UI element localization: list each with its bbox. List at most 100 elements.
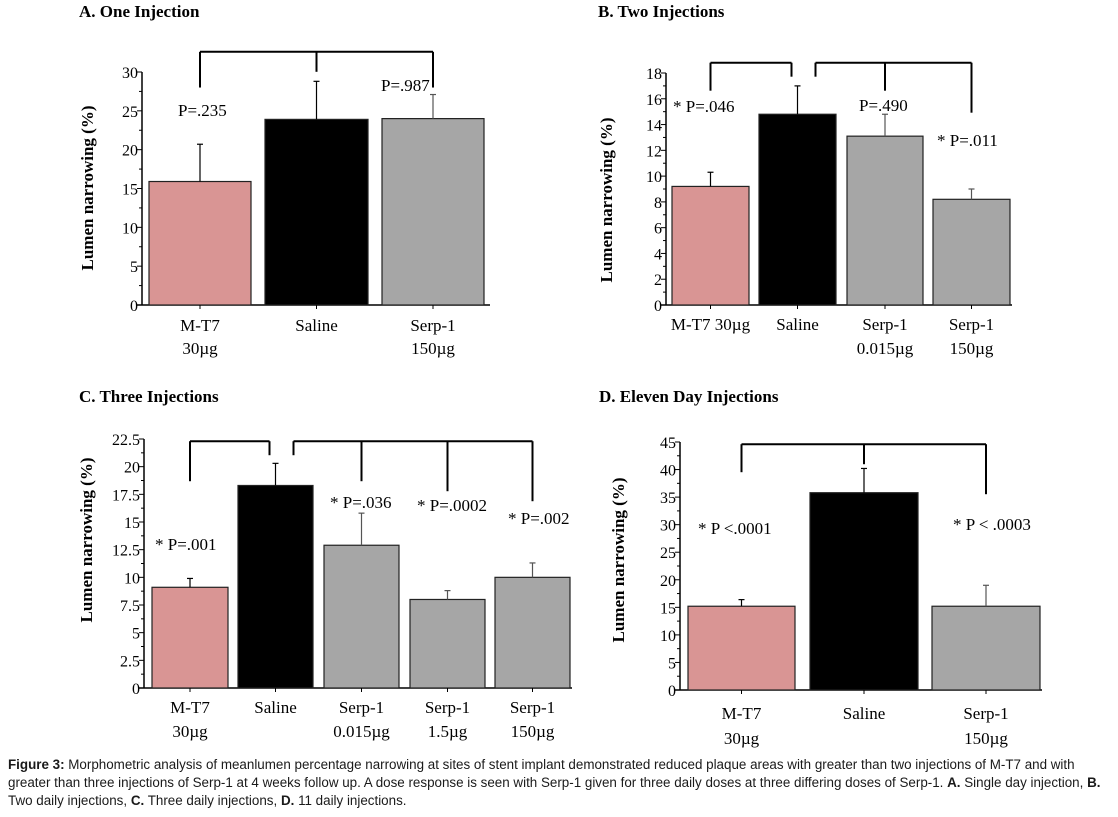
panel-a-y-tick-label: 30	[122, 65, 138, 82]
panel-a-category-label: M-T7	[180, 316, 220, 335]
panel-b-y-tick-label: 8	[654, 195, 662, 212]
panel-b-two-injections: B. Two Injections 0 2 4 6 8 10 12 14 16 18 Lumen n…	[597, 2, 1012, 358]
panel-b-p-value: * P=.046	[673, 97, 735, 116]
panel-a-category-label: Saline	[295, 316, 338, 335]
caption-b-label: B.	[1087, 775, 1101, 790]
panel-b-category-sublabel: 150µg	[950, 339, 994, 358]
panel-b-p-value: * P=.011	[937, 131, 998, 150]
panel-c-y-tick-label: 15	[124, 515, 140, 532]
figure-caption: Figure 3: Morphometric analysis of meanl…	[8, 756, 1116, 810]
panel-b-bar	[846, 135, 924, 306]
caption-c-label: C.	[130, 793, 145, 808]
panel-b-bar	[758, 113, 837, 306]
panel-a-p-value: P=.987	[381, 76, 430, 95]
caption-a-label: A.	[947, 775, 961, 790]
panel-c-category-label: Serp-1	[510, 698, 555, 717]
panel-b-category-label: Serp-1	[862, 315, 907, 334]
panel-b-bar	[671, 185, 750, 306]
panel-d-category-label: M-T7	[722, 704, 762, 723]
panel-c-p-value: * P=.002	[508, 509, 570, 528]
panel-b-bar	[932, 198, 1011, 306]
panel-c-y-tick-label: 10	[124, 570, 140, 587]
caption-d-text: 11 daily injections.	[294, 793, 407, 808]
panel-d-bar	[809, 492, 919, 691]
panel-d-y-tick-label: 30	[660, 518, 676, 535]
panel-c-bar	[323, 544, 400, 689]
panel-c-p-value: * P=.001	[155, 535, 217, 554]
panel-c-category-label: Serp-1	[339, 698, 384, 717]
panel-a-bar	[148, 180, 252, 306]
panel-d-y-axis-label: Lumen narrowing (%)	[609, 478, 628, 643]
panel-d-category-sublabel: 150µg	[964, 729, 1008, 748]
panel-c-p-value: * P=.0002	[417, 496, 487, 515]
panel-d-title: D. Eleven Day Injections	[599, 387, 779, 406]
panel-b-title: B. Two Injections	[598, 2, 725, 21]
panel-c-y-tick-label: 7.5	[120, 598, 140, 615]
panel-c-y-tick-label: 5	[132, 626, 140, 643]
panel-d-category-sublabel: 30µg	[724, 729, 760, 748]
panel-b-category-label: Serp-1	[949, 315, 994, 334]
panel-c-bar	[494, 576, 571, 689]
panel-c-category-sublabel: 30µg	[172, 722, 208, 741]
panel-a-category-sublabel: 150µg	[411, 339, 455, 358]
panel-a-y-tick-label: 10	[122, 220, 138, 237]
panel-b-y-tick-label: 0	[654, 298, 662, 315]
panel-c-category-label: Saline	[254, 698, 297, 717]
panel-a-y-tick-label: 20	[122, 143, 138, 160]
panel-d-bar	[687, 605, 796, 691]
panel-c-y-axis-label: Lumen narrowing (%)	[77, 458, 96, 623]
panel-c-category-label: Serp-1	[425, 698, 470, 717]
panel-b-y-tick-label: 18	[646, 66, 662, 83]
panel-a-y-tick-label: 5	[130, 259, 138, 276]
panel-b-category-label: M-T7 30µg	[671, 315, 751, 334]
panel-c-category-sublabel: 0.015µg	[333, 722, 390, 741]
panel-d-category-label: Saline	[843, 704, 886, 723]
panel-c-category-sublabel: 1.5µg	[428, 722, 468, 741]
panel-a-bar	[264, 118, 369, 306]
panel-b-category-label: Saline	[776, 315, 819, 334]
panel-c-y-tick-label: 2.5	[120, 653, 140, 670]
panel-b-y-tick-label: 16	[646, 92, 662, 109]
panel-d-y-tick-label: 25	[660, 545, 676, 562]
panel-c-y-tick-label: 22.5	[112, 432, 140, 449]
panel-d-y-tick-label: 0	[668, 683, 676, 700]
panel-a-y-tick-label: 0	[130, 298, 138, 315]
panel-b-category-sublabel: 0.015µg	[857, 339, 914, 358]
caption-d-label: D.	[280, 793, 295, 808]
caption-label: Figure 3:	[8, 757, 65, 772]
panel-a-p-value: P=.235	[178, 101, 227, 120]
panel-c-bar	[237, 484, 314, 689]
panel-d-y-tick-label: 20	[660, 573, 676, 590]
panel-d-y-tick-label: 35	[660, 490, 676, 507]
panel-a-title: A. One Injection	[79, 2, 200, 21]
panel-b-y-tick-label: 14	[646, 118, 662, 135]
panel-a-bar	[381, 117, 485, 306]
panel-a-y-axis-label: Lumen narrowing (%)	[78, 106, 97, 271]
panel-d-bar	[931, 605, 1041, 691]
panel-d-y-tick-label: 10	[660, 628, 676, 645]
panel-c-three-injections: C. Three Injections 0 2.5 5 7.5 10 12.5 15 17.5…	[77, 387, 572, 741]
panel-c-p-value: * P=.036	[330, 493, 392, 512]
panel-b-y-tick-label: 4	[654, 246, 662, 263]
caption-c-text: Three daily injections,	[144, 793, 281, 808]
panel-d-y-tick-label: 45	[660, 435, 676, 452]
panel-b-y-tick-label: 2	[654, 272, 662, 289]
panel-b-y-tick-label: 12	[646, 143, 662, 160]
panel-a-category-sublabel: 30µg	[182, 339, 218, 358]
panel-c-category-sublabel: 150µg	[511, 722, 555, 741]
caption-a-text: Single day injection,	[960, 775, 1088, 790]
panel-c-y-tick-label: 0	[132, 681, 140, 698]
caption-b-text: Two daily injections,	[8, 793, 131, 808]
panel-a-one-injection: A. One Injection 0 5 10 15 20 25 30 Lumen narro…	[78, 2, 490, 358]
panel-b-p-value: P=.490	[859, 96, 908, 115]
panel-a-y-tick-label: 15	[122, 182, 138, 199]
panel-a-category-label: Serp-1	[410, 316, 455, 335]
panel-c-y-tick-label: 12.5	[112, 543, 140, 560]
panel-c-y-tick-label: 20	[124, 460, 140, 477]
panel-c-bar	[409, 598, 486, 689]
caption-text: Morphometric analysis of meanlumen perce…	[8, 757, 1075, 790]
panel-d-y-tick-label: 5	[668, 655, 676, 672]
panel-c-title: C. Three Injections	[79, 387, 219, 406]
panel-d-y-tick-label: 15	[660, 600, 676, 617]
